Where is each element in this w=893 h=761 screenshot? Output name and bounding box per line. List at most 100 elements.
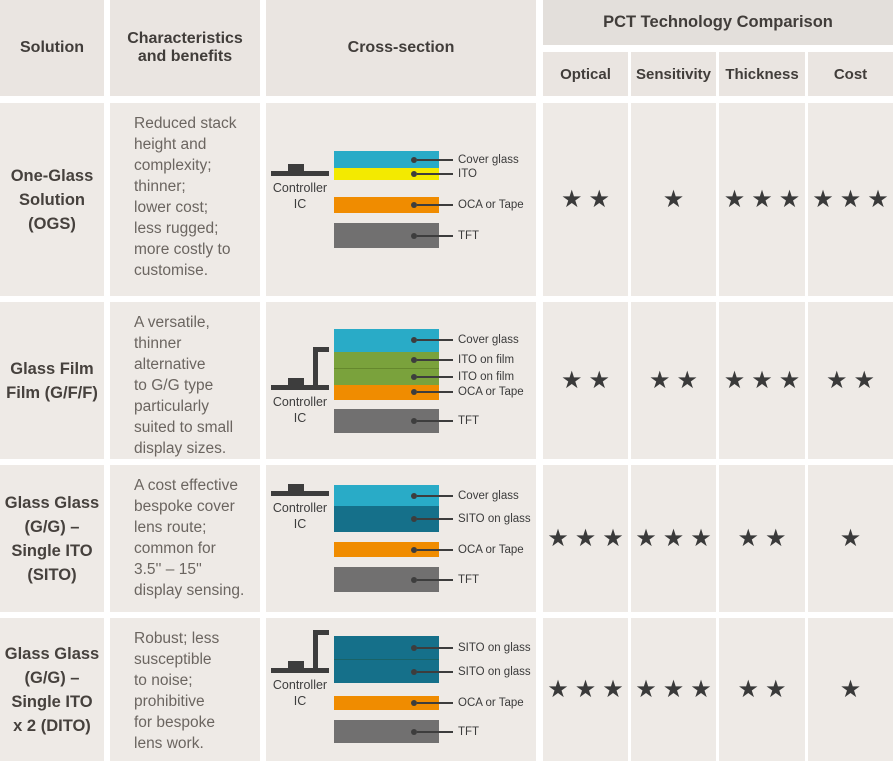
row-sito-solution: Glass Glass (G/G) – Single ITO (SITO) (0, 465, 104, 612)
layer-label: SITO on glass (458, 641, 531, 654)
layer-tft: TFT (334, 408, 479, 433)
layer-ito: ITO (334, 168, 477, 180)
controller-ic-bump (288, 484, 304, 491)
layer-oca-or-tape: OCA or Tape (334, 696, 524, 710)
layer-ito-on-film: ITO on film (334, 351, 514, 368)
layer-tft: TFT (334, 567, 479, 592)
layer-label: ITO (458, 168, 477, 180)
controller-ic-icon (271, 164, 329, 176)
layer-label: Cover glass (458, 489, 519, 502)
row-ogs-rating-optical: ★★ (543, 103, 628, 296)
layer-stack: Cover glass SITO on glass OCA or Tape TFT (334, 485, 531, 592)
header-metric-optical: Optical (543, 52, 628, 96)
row-sito-rating-thickness: ★★ (719, 465, 805, 612)
leader-line (411, 373, 453, 380)
controller-ic-riser (313, 630, 329, 668)
layer-cover-glass: Cover glass (334, 485, 519, 506)
leader-line (411, 156, 453, 163)
leader-line (411, 417, 453, 424)
controller-ic-icon (271, 630, 329, 673)
header-metric-sensitivity: Sensitivity (631, 52, 716, 96)
row-dito-solution: Glass Glass (G/G) – Single ITO x 2 (DITO… (0, 618, 104, 761)
leader-line (411, 202, 453, 208)
layer-label: SITO on glass (458, 665, 531, 678)
layer-label: ITO on film (458, 370, 515, 383)
row-sito-rating-cost: ★ (808, 465, 893, 612)
leader-line (411, 728, 453, 735)
leader-line (411, 516, 453, 522)
header-comparison-title: PCT Technology Comparison (543, 0, 893, 45)
row-gff-rating-sensitivity: ★★ (631, 302, 716, 459)
header-cross-section: Cross-section (266, 0, 536, 96)
layer-label: Cover glass (458, 334, 519, 346)
cross-section-diagram: Controller IC SITO on glass SITO on glass… (270, 630, 532, 743)
row-gff-characteristics: A versatile, thinner alternative to G/G … (110, 302, 260, 459)
cross-section-diagram: Controller IC Cover glass SITO on glass OC… (270, 484, 532, 592)
header-metric-cost: Cost (808, 52, 893, 96)
row-dito-rating-sensitivity: ★★★ (631, 618, 716, 761)
controller-ic: Controller IC (270, 346, 330, 427)
layer-oca-or-tape: OCA or Tape (334, 384, 524, 400)
controller-ic-label: Controller IC (272, 501, 328, 532)
layer-tft: TFT (334, 223, 479, 248)
controller-ic: Controller IC (270, 630, 330, 710)
leader-line (411, 337, 453, 343)
controller-ic-label: Controller IC (272, 394, 328, 425)
leader-line (411, 668, 453, 675)
leader-line (411, 232, 453, 239)
row-sito-characteristics: A cost effective bespoke cover lens rout… (110, 465, 260, 612)
layer-ito-on-film: ITO on film (334, 367, 514, 385)
row-ogs-cross-section: Controller IC Cover glass ITO OCA or Tape T… (266, 103, 536, 296)
layer-cover-glass: Cover glass (334, 151, 519, 168)
layer-oca-or-tape: OCA or Tape (334, 542, 524, 557)
cross-section-diagram: Controller IC Cover glass ITO on film ITO … (270, 328, 532, 433)
cross-section-diagram: Controller IC Cover glass ITO OCA or Tape T… (270, 151, 532, 248)
layer-stack: Cover glass ITO OCA or Tape TFT (334, 151, 524, 248)
leader-line (411, 171, 453, 177)
row-sito-cross-section: Controller IC Cover glass SITO on glass OC… (266, 465, 536, 612)
layer-label: Cover glass (458, 153, 519, 166)
layer-label: OCA or Tape (458, 543, 524, 556)
layer-label: TFT (458, 725, 480, 738)
row-dito-rating-cost: ★ (808, 618, 893, 761)
header-characteristics: Characteristics and benefits (110, 0, 260, 96)
row-dito-characteristics: Robust; less susceptible to noise; prohi… (110, 618, 260, 761)
row-sito-rating-sensitivity: ★★★ (631, 465, 716, 612)
row-gff-solution: Glass Film Film (G/F/F) (0, 302, 104, 459)
row-dito-rating-thickness: ★★ (719, 618, 805, 761)
controller-ic-riser (313, 346, 329, 385)
header-comparison-group: PCT Technology Comparison Optical Sensit… (543, 0, 893, 96)
controller-ic-label: Controller IC (272, 678, 328, 709)
leader-line (411, 492, 453, 499)
layer-cover-glass: Cover glass (334, 328, 519, 352)
controller-ic-bump (288, 377, 304, 385)
leader-line (411, 576, 453, 583)
controller-ic: Controller IC (270, 164, 330, 213)
controller-ic-icon (271, 346, 329, 390)
row-dito-cross-section: Controller IC SITO on glass SITO on glass… (266, 618, 536, 761)
row-gff-rating-optical: ★★ (543, 302, 628, 459)
controller-ic-bump (288, 164, 304, 171)
layer-stack: Cover glass ITO on film ITO on film OCA or … (334, 328, 524, 433)
header-metric-thickness: Thickness (719, 52, 805, 96)
row-gff-cross-section: Controller IC Cover glass ITO on film ITO … (266, 302, 536, 459)
leader-line (411, 356, 453, 363)
row-ogs-solution: One-Glass Solution (OGS) (0, 103, 104, 296)
layer-label: TFT (458, 229, 480, 242)
row-gff-rating-cost: ★★ (808, 302, 893, 459)
header-solution: Solution (0, 0, 104, 96)
leader-line (411, 389, 453, 395)
layer-sito-on-glass: SITO on glass (334, 636, 531, 659)
layer-label: TFT (458, 573, 480, 586)
row-ogs-rating-thickness: ★★★ (719, 103, 805, 296)
controller-ic-label: Controller IC (272, 181, 328, 212)
layer-label: TFT (458, 414, 480, 427)
row-ogs-rating-cost: ★★★ (808, 103, 893, 296)
layer-tft: TFT (334, 720, 479, 743)
row-sito-rating-optical: ★★★ (543, 465, 628, 612)
layer-label: OCA or Tape (458, 697, 524, 709)
layer-stack: SITO on glass SITO on glass OCA or Tape TFT (334, 636, 531, 743)
leader-line (411, 546, 453, 553)
layer-label: OCA or Tape (458, 386, 524, 398)
